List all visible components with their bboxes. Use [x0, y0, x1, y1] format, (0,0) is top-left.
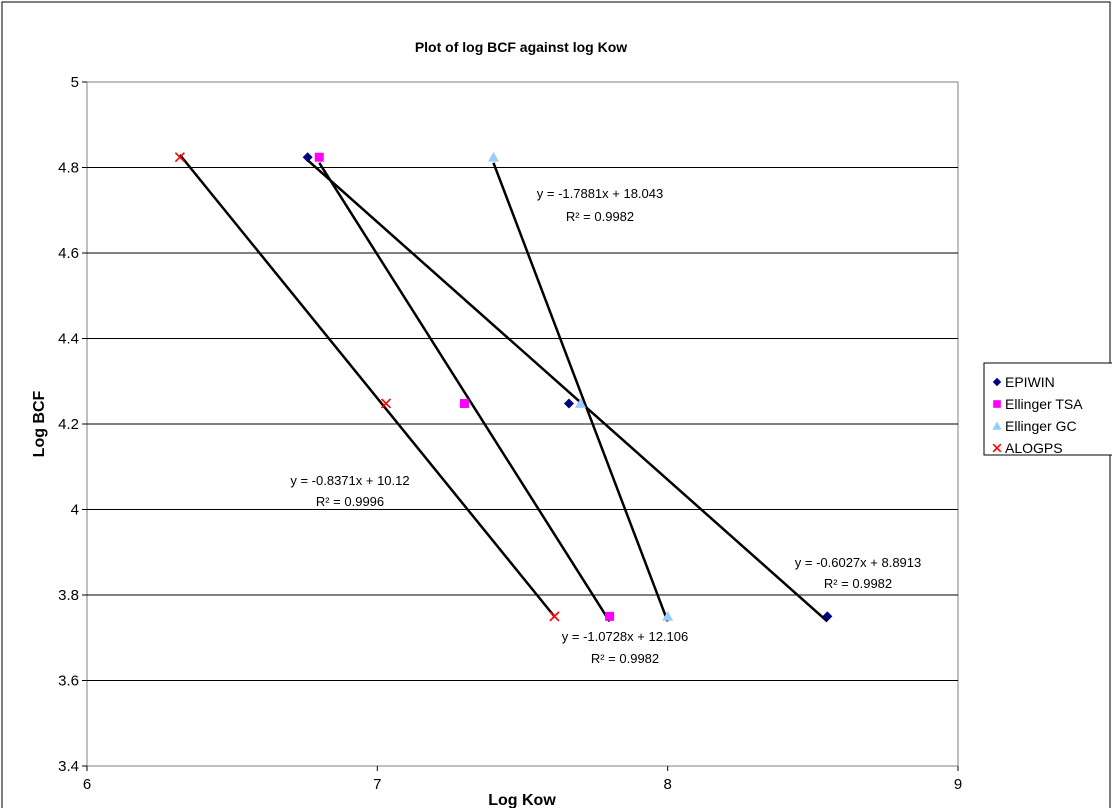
y-tick-label: 4.4	[58, 331, 79, 348]
equation-label-ellinger-gc: y = -1.7881x + 18.043 R² = 0.9982	[537, 186, 663, 224]
y-tick-label: 3.4	[58, 758, 79, 775]
r-squared-text: R² = 0.9982	[824, 576, 892, 591]
data-point	[575, 397, 587, 408]
legend-label: Ellinger GC	[1005, 418, 1077, 434]
data-point	[380, 398, 392, 409]
legend-label: EPIWIN	[1005, 374, 1055, 390]
legend-box	[983, 362, 1112, 456]
data-point	[549, 611, 560, 622]
data-point	[302, 152, 313, 163]
data-markers	[174, 151, 833, 622]
equation-label-epiwin: y = -0.6027x + 8.8913 R² = 0.9982	[795, 555, 921, 591]
r-squared-text: R² = 0.9982	[591, 651, 659, 666]
y-tick-label: 5	[71, 74, 79, 91]
y-tick-label: 3.8	[58, 587, 79, 604]
legend-label: Ellinger TSA	[1005, 396, 1083, 412]
x-axis-title: Log Kow	[488, 792, 556, 808]
equation-label-alogps: y = -0.8371x + 10.12 R² = 0.9996	[290, 473, 409, 509]
x-axis-ticks: 6 7 8 9	[83, 766, 962, 793]
equation-text: y = -1.7881x + 18.043	[537, 186, 663, 201]
equation-text: y = -0.8371x + 10.12	[290, 473, 409, 488]
data-point	[563, 398, 574, 409]
r-squared-text: R² = 0.9996	[316, 494, 384, 509]
legend-marker	[992, 421, 1002, 430]
trendline	[492, 162, 669, 622]
x-tick-label: 9	[954, 776, 962, 793]
x-tick-label: 7	[373, 776, 381, 793]
y-axis-title: Log BCF	[31, 390, 48, 457]
trendline	[318, 162, 611, 623]
gridlines	[87, 167, 958, 681]
y-tick-label: 4.8	[58, 160, 79, 177]
legend-marker	[992, 443, 1002, 453]
y-axis-ticks: 3.4 3.6 3.8 4 4.2 4.4 4.6 4.8 5	[58, 74, 87, 775]
y-tick-label: 4	[71, 502, 79, 519]
trendlines	[178, 154, 829, 623]
y-tick-label: 4.6	[58, 245, 79, 262]
data-point	[662, 610, 674, 621]
data-point	[487, 151, 499, 162]
chart-title: Plot of log BCF against log Kow	[415, 39, 627, 55]
equation-text: y = -1.0728x + 12.106	[562, 629, 688, 644]
y-tick-label: 4.2	[58, 416, 79, 433]
legend-label: ALOGPS	[1005, 440, 1063, 456]
legend: EPIWIN Ellinger TSA Ellinger GC ALOGPS	[983, 362, 1112, 456]
data-point	[605, 611, 615, 621]
trendline	[306, 159, 829, 623]
data-point	[459, 398, 469, 408]
data-point	[174, 152, 185, 163]
data-point	[314, 152, 324, 162]
equation-text: y = -0.6027x + 8.8913	[795, 555, 921, 570]
data-point	[822, 611, 833, 622]
equation-label-ellinger-tsa: y = -1.0728x + 12.106 R² = 0.9982	[562, 629, 688, 666]
legend-marker	[992, 377, 1002, 387]
x-tick-label: 6	[83, 776, 91, 793]
y-tick-label: 3.6	[58, 673, 79, 690]
r-squared-text: R² = 0.9982	[566, 209, 634, 224]
x-tick-label: 8	[663, 776, 671, 793]
trendline	[178, 154, 556, 618]
legend-marker	[993, 400, 1001, 408]
